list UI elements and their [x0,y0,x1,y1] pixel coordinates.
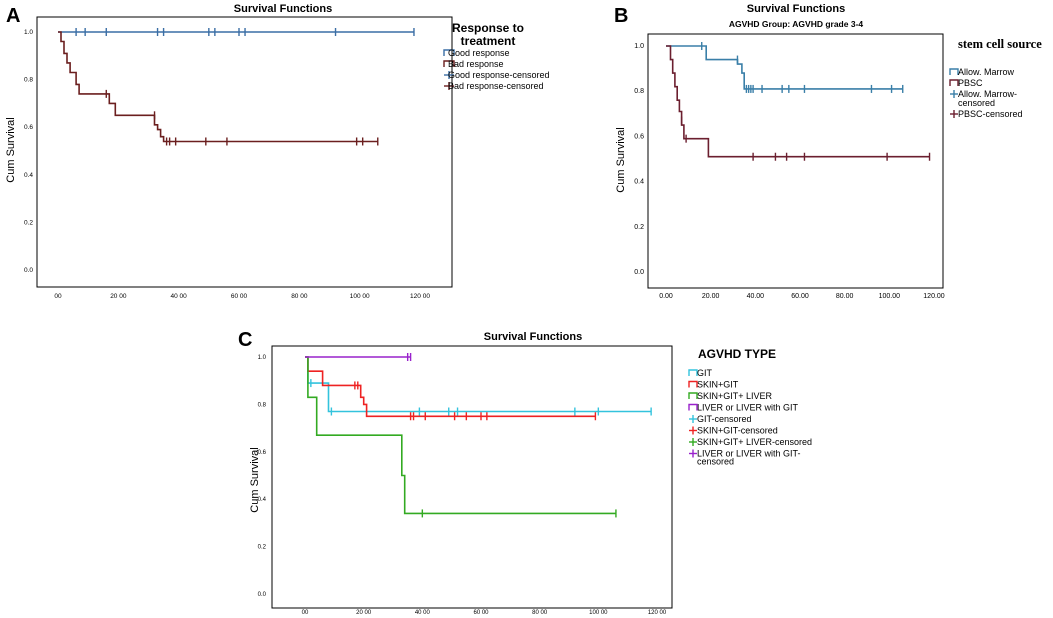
chart-title: Survival Functions [747,3,845,15]
legend-marker-bad-response [443,60,455,67]
chart-title: Survival Functions [234,3,332,15]
x-tick-label: 20 00 [110,293,127,300]
panel-c-letter: C [238,329,252,351]
y-axis-label: Cum Survival [5,117,17,182]
legend-marker-skin-git [688,380,698,388]
legend-entry: SKIN+GIT+ LIVER-censored [697,437,812,447]
legend-title: treatment [461,34,516,48]
x-tick-label: 40 00 [415,610,431,616]
chart-title: Survival Functions [484,331,582,343]
x-tick-label: 60 00 [473,610,489,616]
legend-marker-pbsc [949,79,959,86]
x-tick-label: 120.00 [923,293,945,300]
y-tick-label: 0.0 [258,592,267,598]
plot-area [271,345,673,609]
y-tick-label: 0.4 [634,179,644,186]
y-tick-label: 0.4 [24,172,33,179]
survival-line-allow-marrow [666,45,903,90]
x-tick-label: 120 00 [410,293,430,300]
legend-entry: LIVER or LIVER with GIT [697,403,799,413]
survival-line-skin-git [305,356,596,418]
y-tick-label: 1.0 [634,43,644,50]
legend-entry: GIT-censored [697,414,752,424]
plot-area [36,16,453,288]
x-tick-label: 60 00 [231,293,248,300]
y-tick-label: 0.6 [634,133,644,140]
y-axis-label: Cum Survival [249,447,261,512]
legend-entry: Good response-censored [448,70,550,80]
y-axis-label: Cum Survival [615,127,627,192]
x-tick-label: 00 [302,610,309,616]
legend-entry: Good response [448,48,510,58]
y-tick-label: 1.0 [24,29,33,36]
legend-entry: GIT [697,368,713,378]
y-tick-label: 0.6 [24,124,33,131]
legend-title: Response to [452,21,524,35]
x-tick-label: 0.00 [659,293,673,300]
legend-marker-git [688,369,698,376]
plot-area [647,33,944,289]
legend-entry: SKIN+GIT+ LIVER [697,391,773,401]
x-tick-label: 20.00 [702,293,720,300]
chart-subtitle: AGVHD Group: AGVHD grade 3-4 [729,19,864,29]
y-tick-label: 0.0 [634,269,644,276]
legend-entry: Allow. Marrow-censored [958,89,1017,108]
survival-line-git [305,356,652,413]
y-tick-label: 0.6 [258,450,267,456]
panel-c: C Survival Functions Cum Survival 0.0 0.2 0.… [238,329,812,616]
y-tick-label: 0.4 [258,497,267,503]
legend-marker-skin-git-liver [688,392,698,399]
x-tick-label: 100.00 [879,293,901,300]
panel-b: B Survival Functions AGVHD Group: AGVHD g… [614,3,1042,300]
x-tick-label: 80.00 [836,293,854,300]
legend-entry: SKIN+GIT-censored [697,426,778,436]
y-tick-label: 0.8 [634,88,644,95]
x-tick-label: 60.00 [791,293,809,300]
legend-title: AGVHD TYPE [698,347,776,361]
y-tick-label: 0.2 [634,224,644,231]
x-tick-label: 100 00 [350,293,370,300]
panel-b-letter: B [614,5,628,27]
x-tick-label: 120 00 [648,610,667,616]
legend-title: stem cell source [958,37,1042,51]
legend-entry: PBSC [958,78,983,88]
y-tick-label: 0.8 [24,77,33,84]
x-tick-label: 80 00 [532,610,548,616]
legend-entry: PBSC-censored [958,109,1023,119]
y-tick-label: 1.0 [258,355,267,361]
x-tick-label: 20 00 [356,610,372,616]
x-tick-label: 40.00 [747,293,765,300]
y-tick-label: 0.8 [258,402,267,408]
survival-line-bad-response [58,31,378,143]
x-tick-label: 40 00 [171,293,188,300]
legend-marker-allow-marrow [949,68,959,75]
legend-entry: Allow. Marrow [958,67,1015,77]
legend-entry: Bad response [448,59,504,69]
x-tick-label: 00 [54,293,62,300]
y-tick-label: 0.2 [24,219,33,226]
legend-marker-liver-or-liver-with-git [688,403,698,411]
survival-line-pbsc [666,45,930,158]
x-tick-label: 100 00 [589,610,608,616]
x-tick-label: 80 00 [291,293,308,300]
legend-entry: LIVER or LIVER with GIT-censored [697,449,801,467]
legend-marker-good-response [443,49,455,56]
y-tick-label: 0.0 [24,267,33,274]
panel-a: A Survival Functions Cum Survival 0.0 0.2 0.… [5,3,550,300]
panel-a-letter: A [6,5,20,27]
legend-entry: SKIN+GIT [697,380,739,390]
legend-entry: Bad response-censored [448,81,544,91]
survival-line-skin-git-liver [305,356,616,515]
y-tick-label: 0.2 [258,545,267,551]
